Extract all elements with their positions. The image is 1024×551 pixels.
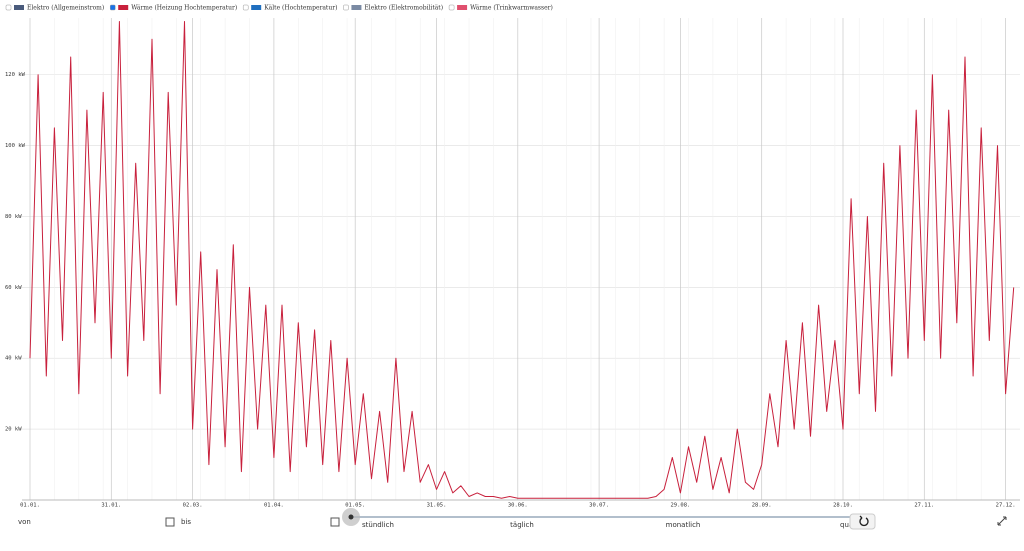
- legend-checkbox[interactable]: [5, 4, 12, 11]
- to-label[interactable]: bis: [181, 518, 191, 526]
- legend-label[interactable]: Elektro (Elektromobilität): [364, 5, 443, 12]
- legend-label[interactable]: Kälte (Hochtemperatur): [264, 5, 337, 12]
- slider-knob-dot: [348, 514, 354, 520]
- y-tick-label: 80 kW: [5, 214, 22, 220]
- x-tick-label: 01.01.: [20, 503, 40, 509]
- series-line: [29, 21, 1015, 499]
- calendar-icon[interactable]: [165, 517, 175, 527]
- legend-checkbox[interactable]: [242, 4, 249, 11]
- legend-label[interactable]: Elektro (Allgemeinstrom): [27, 5, 104, 12]
- grid: 20 kW 40 kW 60 kW 80 kW 100 kW 120 kW 01.01. 31…: [5, 18, 1020, 509]
- resolution-label[interactable]: monatlich: [666, 521, 701, 529]
- x-tick-label: 01.05.: [345, 503, 365, 509]
- y-tick-label: 20 kW: [5, 427, 22, 433]
- legend-checkbox[interactable]: [109, 4, 116, 11]
- legend-swatch[interactable]: [351, 5, 362, 10]
- legend-swatch[interactable]: [118, 5, 129, 10]
- legend-checkbox[interactable]: [448, 4, 455, 11]
- calendar-icon[interactable]: [330, 517, 340, 527]
- legend-swatch[interactable]: [251, 5, 262, 10]
- from-label[interactable]: von: [18, 518, 31, 526]
- x-tick-label: 30.06.: [508, 503, 528, 509]
- legend-label[interactable]: Wärme (Trinkwarmwasser): [470, 5, 553, 12]
- expand-icon[interactable]: [997, 516, 1007, 526]
- legend-checkbox[interactable]: [343, 4, 349, 11]
- plot: [29, 21, 1015, 499]
- y-tick-label: 60 kW: [5, 285, 22, 291]
- x-tick-label: 28.09.: [752, 503, 772, 509]
- legend-swatch[interactable]: [457, 5, 468, 10]
- y-tick-label: 100 kW: [5, 143, 26, 149]
- reset-icon: [859, 515, 869, 527]
- x-tick-label: 31.01.: [101, 503, 121, 509]
- x-tick-label: 02.03.: [183, 503, 203, 509]
- y-tick-label: 40 kW: [5, 356, 22, 362]
- x-tick-label: 27.12.: [996, 503, 1016, 509]
- reset-button[interactable]: [849, 513, 876, 530]
- x-tick-label: 29.08.: [670, 503, 690, 509]
- legend: Elektro (Allgemeinstrom) Wärme (Heizung H…: [5, 4, 553, 12]
- legend-label[interactable]: Wärme (Heizung Hochtemperatur): [131, 5, 237, 12]
- x-tick-label: 31.05.: [427, 503, 447, 509]
- resolution-label[interactable]: stündlich: [362, 521, 394, 529]
- x-tick-label: 01.04.: [264, 503, 284, 509]
- y-tick-label: 120 kW: [5, 72, 26, 78]
- x-tick-label: 28.10.: [833, 503, 853, 509]
- resolution-label[interactable]: täglich: [510, 521, 534, 529]
- x-tick-label: 30.07.: [589, 503, 609, 509]
- x-tick-label: 27.11.: [914, 503, 934, 509]
- legend-swatch[interactable]: [14, 5, 24, 10]
